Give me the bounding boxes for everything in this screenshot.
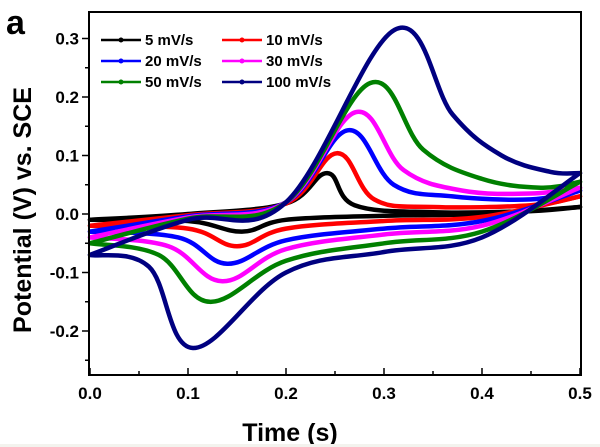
panel-label: a: [6, 4, 26, 42]
cathodic-branch: [87, 194, 583, 249]
y-tick-label: -0.2: [50, 322, 79, 341]
legend-marker: [239, 37, 245, 43]
anodic-branch: [87, 25, 583, 258]
x-axis-ticks: 0.0 0.1 0.2 0.3 0.4 0.5: [78, 368, 592, 403]
legend-label: 5 mV/s: [145, 32, 193, 49]
x-tick-label: 0.0: [78, 384, 102, 403]
legend-item: 20 mV/s: [101, 53, 202, 70]
y-tick-label: 0.3: [55, 30, 79, 49]
x-tick-label: 0.4: [470, 384, 494, 403]
cathodic-branch: [87, 179, 583, 305]
legend-label: 30 mV/s: [266, 53, 323, 70]
y-tick-label: 0.1: [55, 147, 79, 166]
x-tick-label: 0.1: [176, 384, 200, 403]
cathodic-branch: [87, 170, 583, 351]
legend-label: 100 mV/s: [266, 74, 331, 91]
legend-marker: [239, 58, 245, 64]
legend-label: 50 mV/s: [145, 74, 202, 91]
x-tick-label: 0.3: [372, 384, 396, 403]
legend-item: 30 mV/s: [222, 53, 323, 70]
legend-marker: [118, 79, 124, 85]
y-axis-title: Potential (V) vs. SCE: [9, 87, 37, 333]
series-100-mv-s: [87, 25, 583, 351]
legend-marker: [118, 58, 124, 64]
y-tick-label: 0.2: [55, 88, 79, 107]
cathodic-branch: [87, 188, 583, 266]
legend-label: 10 mV/s: [266, 32, 323, 49]
y-tick-label: 0.0: [55, 205, 79, 224]
x-tick-label: 0.2: [274, 384, 298, 403]
y-tick-label: -0.1: [50, 264, 79, 283]
legend-item: 50 mV/s: [101, 74, 202, 91]
legend-marker: [239, 79, 245, 85]
legend-marker: [118, 37, 124, 43]
data-curves: [87, 25, 583, 351]
legend-label: 20 mV/s: [145, 53, 202, 70]
x-tick-label: 0.5: [568, 384, 592, 403]
y-axis-ticks: -0.2 -0.1 0.0 0.1 0.2 0.3: [50, 30, 89, 361]
legend-item: 100 mV/s: [222, 74, 331, 91]
cathodic-branch: [87, 185, 583, 284]
legend: 5 mV/s 10 mV/s 20 mV/s 30 mV/s 50 mV/s 100 mV…: [101, 32, 331, 91]
x-axis-title: Time (s): [242, 419, 337, 447]
legend-item: 10 mV/s: [222, 32, 323, 49]
bottom-band: [0, 444, 600, 447]
legend-item: 5 mV/s: [101, 32, 193, 49]
